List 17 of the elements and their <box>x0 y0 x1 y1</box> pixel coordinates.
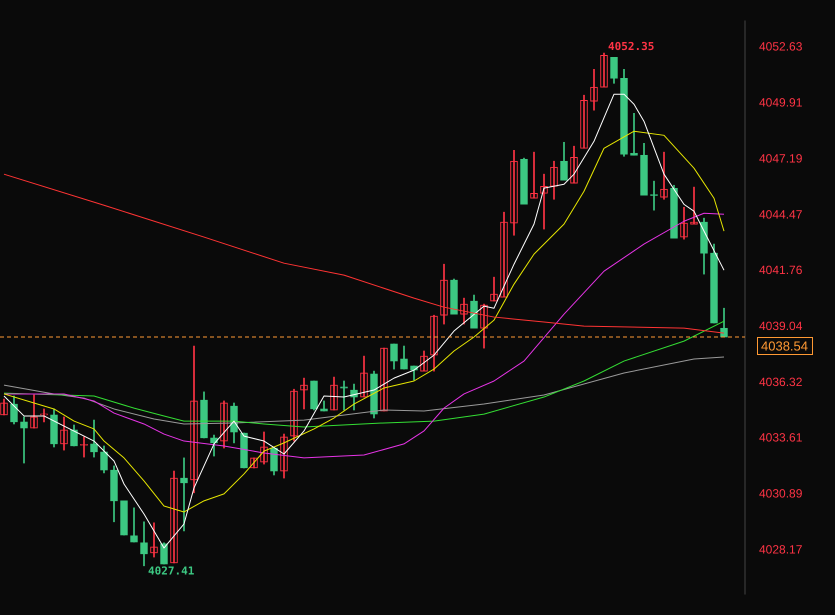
annotation: 4052.35 <box>608 40 654 53</box>
y-tick-label: 4028.17 <box>759 542 803 557</box>
y-tick-label: 4033.61 <box>759 430 803 445</box>
y-tick-label: 4036.32 <box>759 374 803 389</box>
candlestick <box>320 400 328 412</box>
y-tick-label: 4039.04 <box>759 319 803 334</box>
annotation: 4027.41 <box>148 564 195 578</box>
y-tick-label: 4052.63 <box>759 40 803 54</box>
y-tick-label: 4047.19 <box>759 151 803 166</box>
candlestick <box>340 380 348 410</box>
y-tick-label: 4044.47 <box>759 207 803 222</box>
candlestick <box>690 186 698 224</box>
ref-line-label: 4038.54 <box>761 338 808 354</box>
y-tick-label: 4049.91 <box>759 96 803 110</box>
y-tick-label: 4030.89 <box>759 486 803 501</box>
y-tick-label: 4041.76 <box>759 263 803 278</box>
candlestick <box>650 180 658 210</box>
